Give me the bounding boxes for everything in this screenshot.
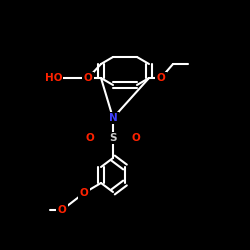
Text: O: O [86, 133, 94, 143]
Text: S: S [109, 133, 117, 143]
Text: O: O [156, 73, 166, 83]
Text: O: O [58, 205, 66, 215]
Text: O: O [132, 133, 140, 143]
Text: N: N [108, 113, 118, 123]
Text: O: O [80, 188, 88, 198]
Text: O: O [84, 73, 92, 83]
Text: HO: HO [44, 73, 62, 83]
